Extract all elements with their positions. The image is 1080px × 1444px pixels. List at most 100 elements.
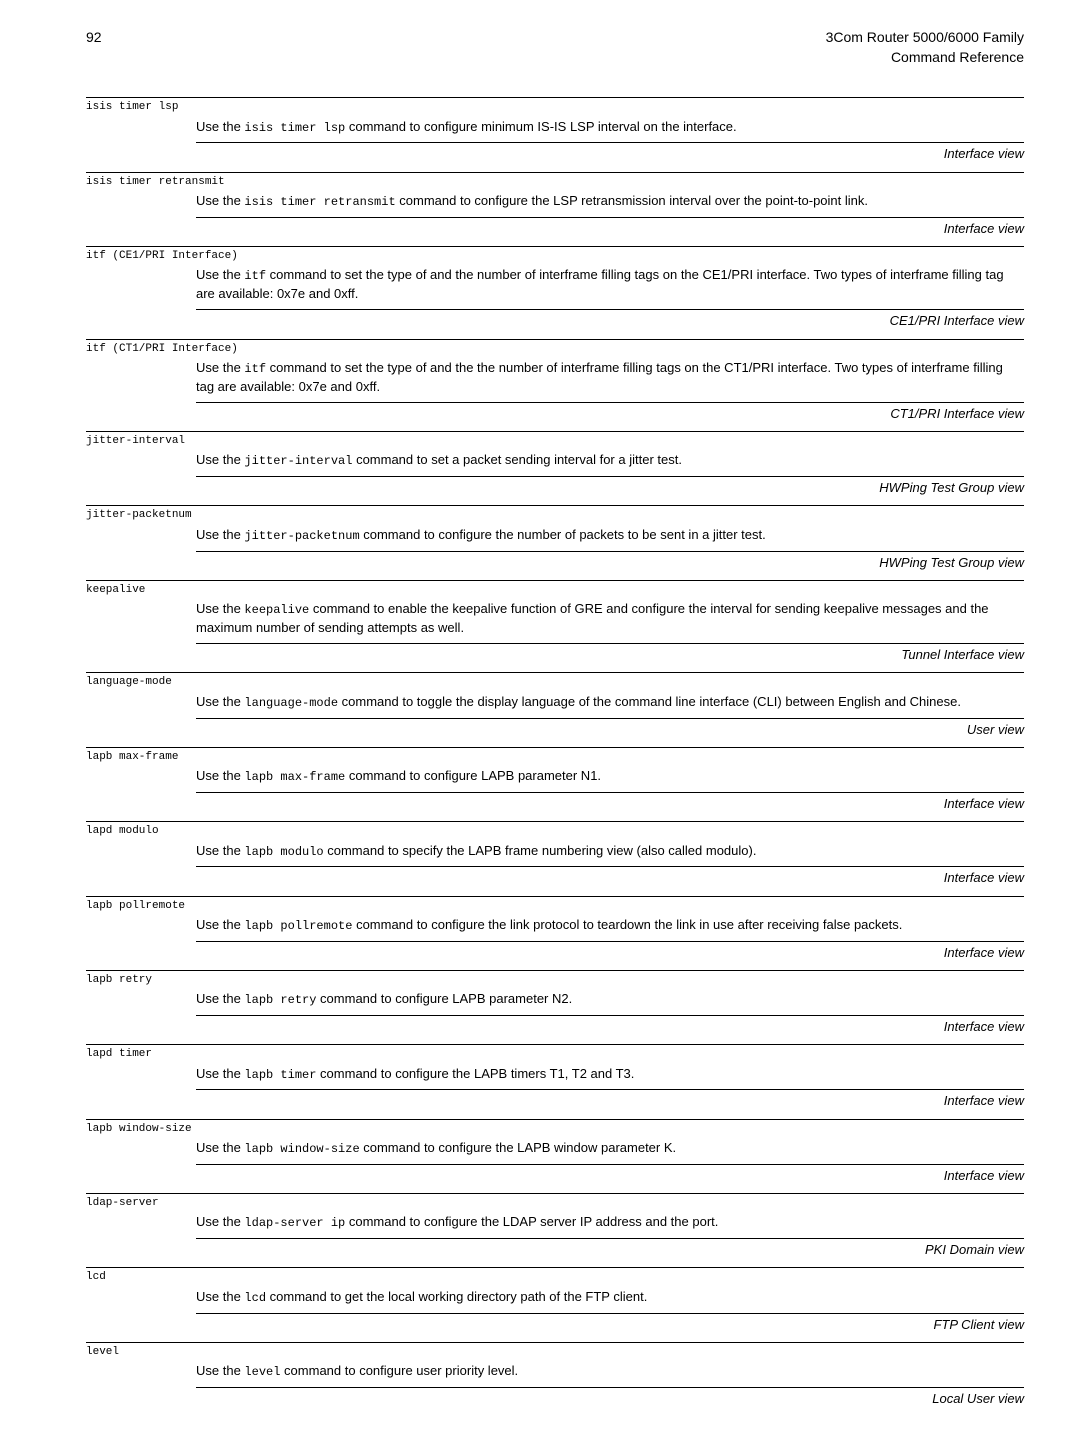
view-context: Tunnel Interface view — [196, 643, 1024, 670]
desc-text-post: command to set the type of and the numbe… — [196, 267, 1004, 301]
desc-text-post: command to specify the LAPB frame number… — [324, 843, 757, 858]
desc-code: lapb timer — [244, 1068, 316, 1082]
description-row: Use the isis timer lsp command to config… — [86, 118, 1024, 143]
command-description: Use the jitter-interval command to set a… — [196, 451, 1024, 476]
desc-text-post: command to configure LAPB parameter N2. — [316, 991, 572, 1006]
command-entry: levelUse the level command to configure … — [86, 1342, 1024, 1414]
desc-code: itf — [244, 362, 266, 376]
view-context: Interface view — [196, 941, 1024, 968]
desc-text-pre: Use the — [196, 694, 244, 709]
description-row: Use the keepalive command to enable the … — [86, 600, 1024, 643]
view-context: Interface view — [196, 142, 1024, 169]
desc-text-post: command to configure the link protocol t… — [352, 917, 902, 932]
command-list: isis timer lspUse the isis timer lsp com… — [86, 97, 1024, 1414]
desc-text-pre: Use the — [196, 193, 244, 208]
description-row: Use the lapb pollremote command to confi… — [86, 916, 1024, 941]
command-description: Use the keepalive command to enable the … — [196, 600, 1024, 643]
command-description: Use the itf command to set the type of a… — [196, 266, 1024, 309]
command-entry: lapb max-frameUse the lapb max-frame com… — [86, 747, 1024, 819]
desc-text-pre: Use the — [196, 601, 244, 616]
desc-code: isis timer lsp — [244, 121, 345, 135]
desc-code: level — [244, 1365, 280, 1379]
desc-code: jitter-packetnum — [244, 529, 359, 543]
desc-code: lapb pollremote — [244, 919, 352, 933]
desc-code: jitter-interval — [244, 454, 352, 468]
desc-text-pre: Use the — [196, 527, 244, 542]
view-context: Interface view — [196, 217, 1024, 244]
desc-code: lapb retry — [244, 993, 316, 1007]
desc-text-post: command to set the type of and the the n… — [196, 360, 1003, 394]
description-row: Use the jitter-packetnum command to conf… — [86, 526, 1024, 551]
desc-text-post: command to configure minimum IS-IS LSP i… — [345, 119, 736, 134]
desc-text-pre: Use the — [196, 1214, 244, 1229]
description-row: Use the ldap-server ip command to config… — [86, 1213, 1024, 1238]
command-name: level — [86, 1345, 1024, 1360]
command-name: itf (CT1/PRI Interface) — [86, 342, 1024, 357]
command-description: Use the lapb retry command to configure … — [196, 990, 1024, 1015]
command-description: Use the itf command to set the type of a… — [196, 359, 1024, 402]
desc-text-pre: Use the — [196, 1363, 244, 1378]
command-entry: ldap-server Use the ldap-server ip comman… — [86, 1193, 1024, 1265]
command-entry: lapd modulo Use the lapb modulo command t… — [86, 821, 1024, 893]
view-context: CT1/PRI Interface view — [196, 402, 1024, 429]
desc-text-post: command to toggle the display language o… — [338, 694, 961, 709]
command-name: isis timer retransmit — [86, 175, 1024, 190]
command-name: lapb retry — [86, 973, 1024, 988]
desc-text-pre: Use the — [196, 452, 244, 467]
desc-text-post: command to get the local working directo… — [266, 1289, 647, 1304]
page-number: 92 — [86, 28, 102, 48]
desc-code: lcd — [244, 1291, 266, 1305]
command-description: Use the lcd command to get the local wor… — [196, 1288, 1024, 1313]
view-context: CE1/PRI Interface view — [196, 309, 1024, 336]
command-description: Use the isis timer lsp command to config… — [196, 118, 1024, 143]
desc-text-pre: Use the — [196, 917, 244, 932]
description-row: Use the itf command to set the type of a… — [86, 359, 1024, 402]
desc-code: language-mode — [244, 696, 338, 710]
view-context: Interface view — [196, 1015, 1024, 1042]
desc-text-post: command to configure user priority level… — [280, 1363, 518, 1378]
command-name: keepalive — [86, 583, 1024, 598]
command-entry: jitter-intervalUse the jitter-interval c… — [86, 431, 1024, 503]
desc-code: lapb window-size — [244, 1142, 359, 1156]
command-name: itf (CE1/PRI Interface) — [86, 249, 1024, 264]
command-entry: lcdUse the lcd command to get the local … — [86, 1267, 1024, 1339]
description-row: Use the language-mode command to toggle … — [86, 693, 1024, 718]
command-entry: language-modeUse the language-mode comma… — [86, 672, 1024, 744]
view-context: Local User view — [196, 1387, 1024, 1414]
command-entry: isis timer retransmitUse the isis timer … — [86, 172, 1024, 244]
desc-text-pre: Use the — [196, 768, 244, 783]
command-name: lapd modulo — [86, 824, 1024, 839]
view-context: Interface view — [196, 792, 1024, 819]
view-context: HWPing Test Group view — [196, 476, 1024, 503]
command-entry: jitter-packetnumUse the jitter-packetnum… — [86, 505, 1024, 577]
command-entry: lapd timer Use the lapb timer command to … — [86, 1044, 1024, 1116]
desc-text-pre: Use the — [196, 991, 244, 1006]
doc-title-line2: Command Reference — [826, 48, 1024, 68]
desc-text-post: command to configure the LSP retransmiss… — [396, 193, 868, 208]
command-name: isis timer lsp — [86, 100, 1024, 115]
view-context: FTP Client view — [196, 1313, 1024, 1340]
desc-code: ldap-server ip — [244, 1216, 345, 1230]
command-description: Use the lapb modulo command to specify t… — [196, 842, 1024, 867]
description-row: Use the lcd command to get the local wor… — [86, 1288, 1024, 1313]
desc-text-post: command to configure the LDAP server IP … — [345, 1214, 718, 1229]
desc-text-post: command to configure LAPB parameter N1. — [345, 768, 601, 783]
description-row: Use the lapb timer command to configure … — [86, 1065, 1024, 1090]
command-entry: lapb window-sizeUse the lapb window-size… — [86, 1119, 1024, 1191]
command-name: ldap-server — [86, 1196, 1024, 1211]
description-row: Use the jitter-interval command to set a… — [86, 451, 1024, 476]
command-name: lapb max-frame — [86, 750, 1024, 765]
command-description: Use the level command to configure user … — [196, 1362, 1024, 1387]
command-description: Use the language-mode command to toggle … — [196, 693, 1024, 718]
description-row: Use the lapb retry command to configure … — [86, 990, 1024, 1015]
description-row: Use the level command to configure user … — [86, 1362, 1024, 1387]
view-context: PKI Domain view — [196, 1238, 1024, 1265]
command-name: lapd timer — [86, 1047, 1024, 1062]
command-description: Use the lapb timer command to configure … — [196, 1065, 1024, 1090]
command-name: jitter-interval — [86, 434, 1024, 449]
desc-text-pre: Use the — [196, 1140, 244, 1155]
doc-title: 3Com Router 5000/6000 Family Command Ref… — [826, 28, 1024, 67]
desc-text-post: command to set a packet sending interval… — [352, 452, 682, 467]
command-entry: keepalive Use the keepalive command to en… — [86, 580, 1024, 671]
view-context: HWPing Test Group view — [196, 551, 1024, 578]
